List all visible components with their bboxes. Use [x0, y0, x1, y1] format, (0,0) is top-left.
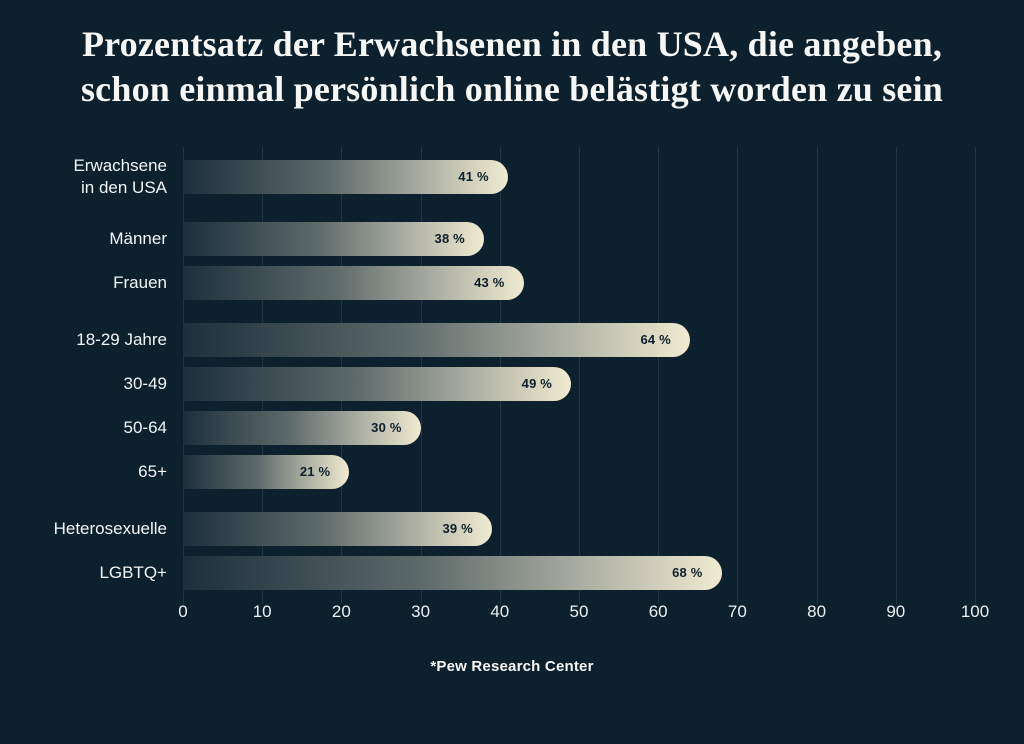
bar-track: 21 %	[183, 454, 975, 489]
bar-row: 65+ 21 %	[0, 454, 975, 489]
bar-track: 49 %	[183, 366, 975, 401]
bar-group: Heterosexuelle 39 % LGBTQ+ 68 %	[0, 511, 975, 590]
gridline	[975, 146, 976, 604]
bar-track: 64 %	[183, 322, 975, 357]
category-label: Männer	[109, 228, 167, 248]
x-tick-label: 50	[569, 601, 589, 621]
gridline	[579, 146, 580, 604]
gridline	[658, 146, 660, 604]
x-tick-label: 40	[490, 601, 510, 621]
bar-track: 43 %	[183, 265, 975, 300]
bar: 38 %	[183, 221, 484, 256]
x-tick-label: 60	[648, 601, 668, 621]
gridline	[816, 146, 818, 604]
bar-group: Männer 38 % Frauen 43 %	[0, 221, 975, 300]
bar-group: 18-29 Jahre 64 % 30-49 49 % 50-64 30 % 65+ 21 %	[0, 322, 975, 489]
source-note: *Pew Research Center	[430, 657, 594, 675]
gridline	[895, 146, 897, 604]
chart-title: Prozentsatz der Erwachsenen in den USA, …	[0, 0, 1024, 113]
category-label: 50-64	[123, 417, 167, 437]
x-tick-label: 10	[252, 601, 272, 621]
bar-row: 18-29 Jahre 64 %	[0, 322, 975, 357]
gridline	[737, 146, 739, 604]
bar-rows: Erwachsene in den USA 41 % Männer 38 % Fraue…	[0, 155, 975, 590]
bar-row: 30-49 49 %	[0, 366, 975, 401]
x-tick-label: 90	[886, 601, 906, 621]
bar-track: 30 %	[183, 410, 975, 445]
bar: 43 %	[183, 265, 524, 300]
category-label: 18-29 Jahre	[76, 329, 167, 349]
bar-value-label: 38 %	[434, 231, 465, 247]
bar-row: LGBTQ+ 68 %	[0, 555, 975, 590]
bar: 68 %	[183, 555, 722, 590]
chart-title-line-2: schon einmal persönlich online belästigt…	[80, 69, 944, 110]
bar-track: 41 %	[183, 159, 975, 194]
bar: 49 %	[183, 366, 572, 401]
x-tick-label: 20	[331, 601, 351, 621]
chart-title-line-1: Prozentsatz der Erwachsenen in den USA, …	[81, 24, 943, 64]
category-label: Frauen	[113, 272, 167, 292]
bar-value-label: 41 %	[458, 169, 489, 185]
category-label: 30-49	[123, 373, 167, 393]
bar-row: Erwachsene in den USA 41 %	[0, 155, 975, 199]
bar-track: 39 %	[183, 511, 975, 546]
bar: 64 %	[183, 322, 690, 357]
category-label: Erwachsene in den USA	[73, 155, 167, 197]
bar-track: 38 %	[183, 221, 975, 256]
x-tick-label: 30	[411, 601, 431, 621]
bar-row: Heterosexuelle 39 %	[0, 511, 975, 546]
bar: 41 %	[183, 159, 508, 194]
x-tick-label: 70	[727, 601, 747, 621]
bar-group: Erwachsene in den USA 41 %	[0, 155, 975, 199]
bar: 39 %	[183, 511, 492, 546]
bar-value-label: 39 %	[442, 521, 473, 537]
category-label: LGBTQ+	[99, 562, 167, 582]
bar-value-label: 43 %	[474, 275, 505, 291]
bar-value-label: 49 %	[521, 376, 553, 392]
category-label: Heterosexuelle	[53, 518, 167, 538]
bar-track: 68 %	[183, 555, 975, 590]
plot-area: Erwachsene in den USA 41 % Männer 38 % Fraue…	[0, 146, 976, 604]
bar-value-label: 64 %	[640, 332, 671, 348]
bar: 30 %	[183, 410, 421, 445]
bar: 21 %	[183, 454, 350, 489]
bar-row: 50-64 30 %	[0, 410, 975, 445]
bar-row: Frauen 43 %	[0, 265, 975, 300]
x-tick-label: 0	[178, 601, 188, 621]
x-tick-label: 100	[960, 601, 990, 621]
bar-row: Männer 38 %	[0, 221, 975, 256]
category-label: 65+	[138, 461, 167, 481]
x-tick-label: 80	[807, 601, 827, 621]
bar-value-label: 21 %	[299, 464, 331, 480]
bar-value-label: 30 %	[371, 420, 402, 436]
bar-value-label: 68 %	[672, 565, 703, 581]
x-axis: 0 10 20 30 40 50 60 70 80 90 100	[178, 601, 989, 624]
